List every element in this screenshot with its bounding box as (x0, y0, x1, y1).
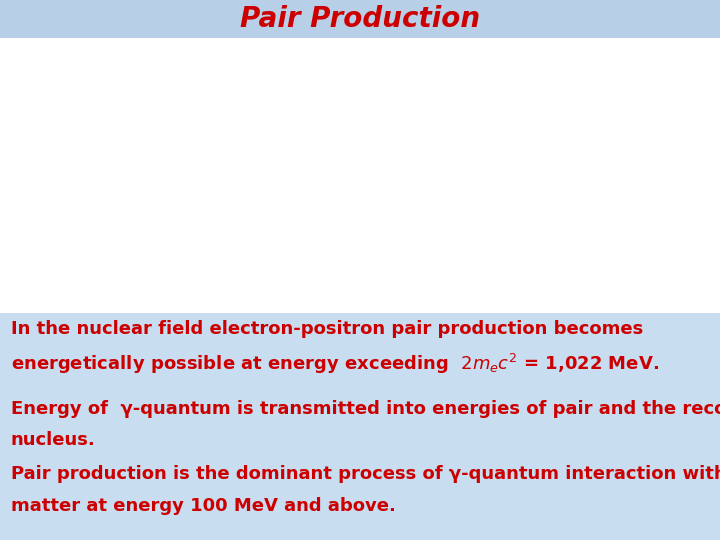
Text: C: C (545, 103, 552, 112)
Text: $\phi$: $\phi$ (143, 214, 151, 228)
Text: (b)  Beside nucleus: (b) Beside nucleus (14, 279, 113, 288)
Text: energetically possible at energy exceeding  $2m_ec^2$ = 1,022 MeV.: energetically possible at energy exceedi… (11, 352, 659, 376)
FancyBboxPatch shape (0, 313, 720, 540)
Text: $e^-$: $e^-$ (192, 53, 208, 64)
Text: (a)  Free space (: (a) Free space ( (14, 156, 99, 165)
Text: matter at energy 100 MeV and above.: matter at energy 100 MeV and above. (11, 497, 396, 515)
Text: $\theta$: $\theta$ (147, 79, 154, 91)
Text: Nucleus: Nucleus (162, 246, 201, 256)
Text: $e^-$: $e^-$ (200, 160, 216, 171)
Text: NaI: NaI (441, 103, 455, 112)
Text: Pb: Pb (459, 103, 470, 112)
Text: H: H (612, 103, 618, 112)
Text: Nucleus: Nucleus (35, 246, 74, 256)
Text: cannot: cannot (120, 156, 160, 165)
Text: Energy of  γ-quantum is transmitted into energies of pair and the recoil: Energy of γ-quantum is transmitted into … (11, 400, 720, 417)
Circle shape (37, 215, 72, 245)
Text: $e^+$: $e^+$ (192, 136, 208, 150)
Text: Photon: Photon (46, 109, 82, 119)
Text: Pair production is the dominant process of γ-quantum interaction with: Pair production is the dominant process … (11, 465, 720, 483)
Text: After: After (168, 262, 194, 272)
Text: $\theta$: $\theta$ (143, 186, 151, 198)
Text: Fe: Fe (482, 103, 493, 112)
Text: Photon: Photon (40, 186, 76, 196)
Y-axis label: P: P (297, 160, 304, 173)
Text: Before: Before (60, 142, 94, 152)
FancyBboxPatch shape (0, 38, 720, 313)
Text: nucleus.: nucleus. (11, 431, 96, 449)
Text: Before: Before (53, 262, 88, 272)
Text: After: After (168, 142, 194, 152)
Circle shape (155, 213, 176, 232)
FancyBboxPatch shape (0, 0, 720, 38)
Text: $e^+$: $e^+$ (216, 222, 232, 235)
Text: Pair Production: Pair Production (240, 5, 480, 33)
Text: $\theta_1$: $\theta_1$ (147, 111, 158, 125)
Text: In the nuclear field electron-positron pair production becomes: In the nuclear field electron-positron p… (11, 320, 643, 338)
Text: occur): occur) (176, 156, 212, 165)
Text: Al: Al (505, 103, 514, 112)
Text: $H_2O$: $H_2O$ (526, 99, 545, 112)
X-axis label: Photon energy (MeV): Photon energy (MeV) (462, 325, 572, 334)
